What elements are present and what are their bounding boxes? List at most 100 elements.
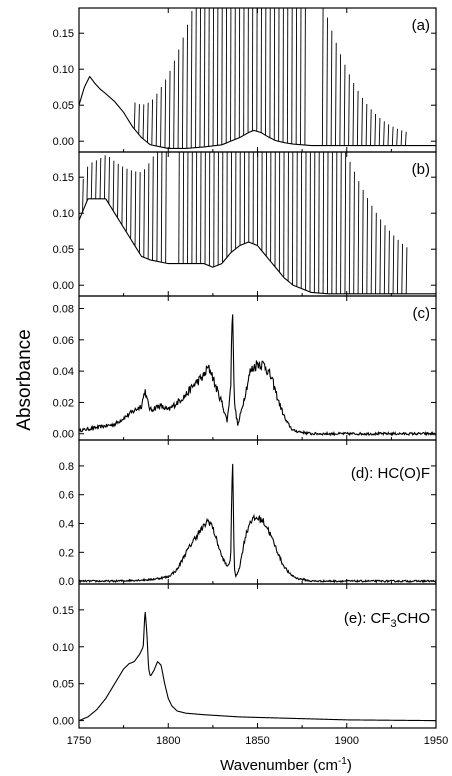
spectral-line-peak: [300, 8, 302, 145]
spectral-line-peak: [348, 74, 350, 146]
spectral-line-peak: [318, 152, 320, 294]
spectral-line-peak: [400, 130, 403, 146]
spectral-line-peak: [335, 152, 338, 294]
y-tick-label: 0.00: [53, 136, 74, 148]
y-tick-label: 0.10: [53, 64, 74, 76]
y-tick-label: 0.00: [53, 429, 74, 441]
spectral-line-peak: [283, 152, 285, 278]
panel-3: 0.00 0.02 0.04 0.06 0.08 (c): [53, 295, 437, 441]
spectral-line-peak: [374, 113, 377, 146]
spectral-line-peak: [121, 166, 124, 225]
spectral-line-peak: [257, 152, 259, 246]
spectrum-line: [79, 463, 436, 584]
spectral-line-peak: [181, 37, 184, 149]
panel-label: (a): [412, 17, 430, 34]
spectral-line-peak: [278, 8, 280, 142]
panel-2: 0.00 0.05 0.10 0.15 (b): [53, 151, 437, 297]
spectral-line-peak: [256, 8, 258, 132]
x-axis-title: Wavenumber (cm-1): [220, 756, 352, 774]
spectral-line-peak: [379, 219, 382, 294]
spectral-line-peak: [247, 8, 249, 133]
spectrum-line: [79, 314, 436, 437]
spectral-line-peak: [112, 160, 115, 211]
spectral-line-peak: [269, 8, 271, 138]
spectral-line-peak: [356, 90, 359, 146]
spectral-line-peak: [261, 152, 263, 251]
panel-label: (c): [413, 305, 431, 322]
spectral-line-peak: [238, 8, 241, 138]
spectral-line-peak: [156, 152, 159, 262]
spectral-line-peak: [291, 8, 293, 144]
spectral-line-peak: [187, 152, 189, 264]
spectral-line-peak: [217, 152, 219, 266]
spectral-line-peak: [296, 152, 298, 287]
spectral-line-peak: [300, 152, 303, 289]
y-tick-label: 0.8: [59, 461, 74, 473]
spectral-line-peak: [287, 152, 289, 282]
spectral-line-peak: [331, 152, 333, 294]
spectral-line-peak: [273, 8, 276, 140]
y-tick-label: 0.05: [53, 100, 74, 112]
spectral-line-peak: [147, 102, 149, 143]
panel-label: (d): HC(O)F: [351, 465, 430, 482]
spectral-line-peak: [252, 152, 254, 244]
spectral-line-peak: [221, 8, 223, 145]
spectral-line-peak: [322, 152, 325, 294]
spectral-line-peak: [304, 8, 306, 146]
spectral-line-peak: [133, 102, 136, 129]
spectral-line-peak: [168, 70, 171, 149]
spectral-line-peak: [86, 166, 89, 202]
spectral-line-peak: [243, 152, 246, 244]
y-tick-label: 0.02: [53, 397, 74, 409]
spectral-line-peak: [401, 243, 403, 294]
spectral-line-peak: [309, 152, 311, 292]
spectral-line-peak: [160, 87, 162, 147]
panel-frame: [78, 583, 437, 729]
spectral-line-peak: [234, 8, 236, 140]
spectral-line-peak: [208, 8, 210, 147]
spectral-line-peak: [160, 152, 163, 263]
spectral-line-peak: [313, 152, 316, 293]
y-tick-label: 0.05: [53, 679, 74, 691]
y-tick-label: 0.15: [53, 605, 74, 617]
spectral-line-peak: [392, 235, 395, 294]
spectral-line-peak: [164, 79, 167, 148]
panel-frame: [78, 439, 437, 585]
spectral-line-peak: [321, 8, 324, 146]
spectral-line-peak: [225, 8, 228, 144]
spectral-line-peak: [108, 157, 110, 204]
x-tick-label: 1750: [67, 735, 91, 747]
x-tick-label: 1850: [245, 735, 269, 747]
spectral-line-peak: [366, 198, 368, 294]
spectral-line-peak: [391, 126, 394, 146]
spectral-line-peak: [361, 97, 363, 146]
spectral-line-peak: [265, 8, 267, 136]
spectral-line-peak: [155, 93, 158, 146]
spectral-line-peak: [295, 8, 298, 145]
spectral-line-peak: [212, 8, 214, 146]
spectral-line-peak: [117, 163, 119, 218]
spectral-line-peak: [82, 178, 84, 212]
y-axis-title: Absorbance: [14, 329, 35, 430]
spectral-line-peak: [330, 30, 333, 146]
y-tick-label: 0.05: [53, 244, 74, 256]
spectral-line-peak: [335, 42, 337, 146]
spectral-line-peak: [103, 155, 106, 199]
y-tick-label: 0.00: [53, 280, 74, 292]
spectral-line-peak: [151, 99, 153, 146]
spectral-line-peak: [282, 8, 284, 143]
y-tick-label: 0.08: [53, 304, 74, 316]
spectrum-line: [79, 75, 436, 149]
spectral-line-peak: [370, 109, 372, 146]
x-tick-label: 1900: [335, 735, 359, 747]
spectral-line-peak: [405, 131, 407, 146]
y-tick-label: 0.10: [53, 642, 74, 654]
spectral-line-peak: [251, 8, 254, 132]
spectral-line-peak: [243, 8, 245, 136]
spectral-line-peak: [186, 24, 188, 149]
spectral-line-peak: [173, 60, 175, 149]
spectral-line-peak: [292, 152, 294, 285]
spectral-line-peak: [375, 212, 377, 294]
y-tick-label: 0.00: [53, 716, 74, 728]
